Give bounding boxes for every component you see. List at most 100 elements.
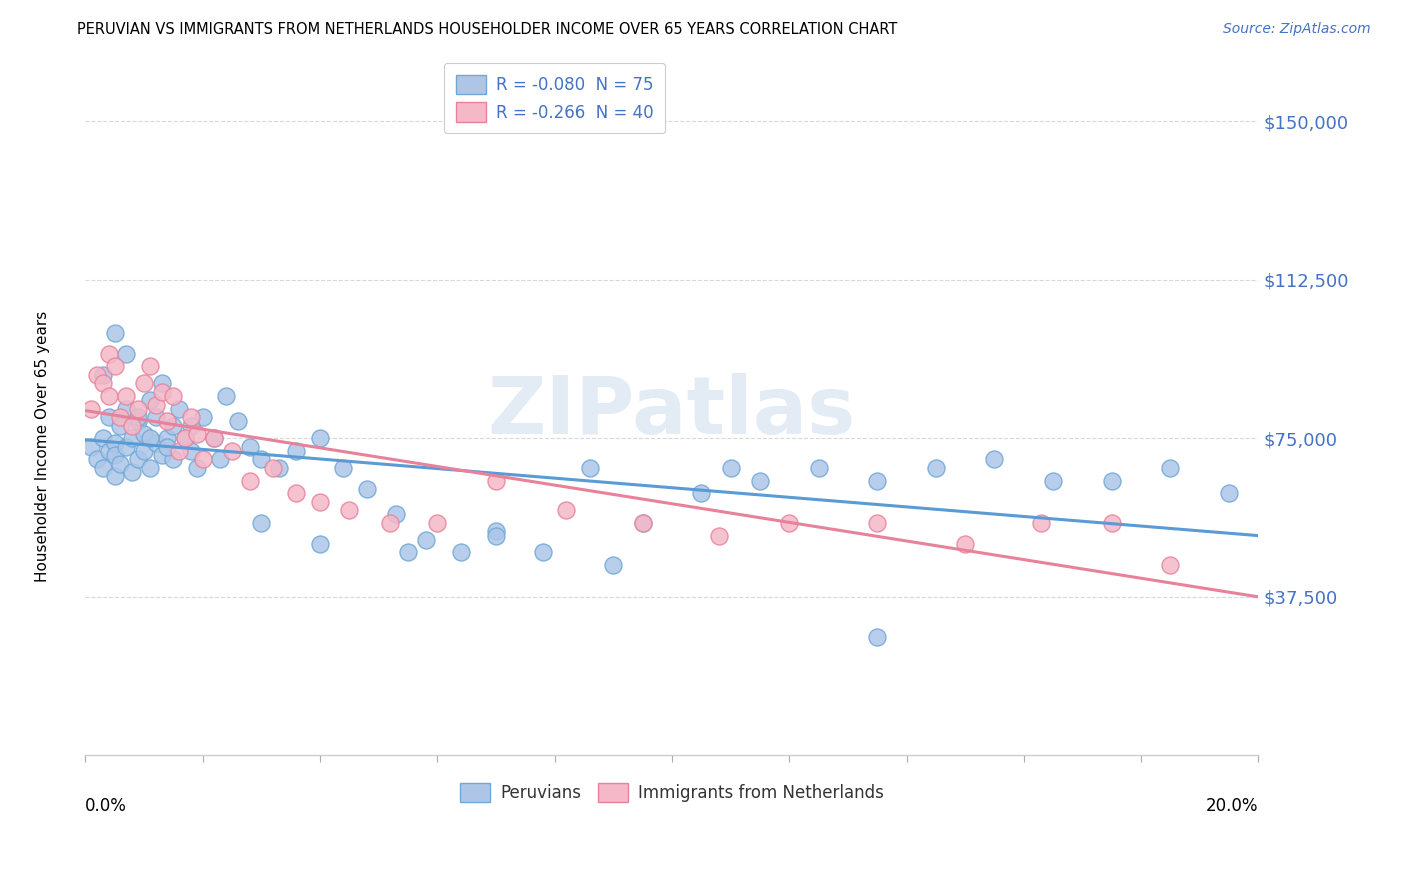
Point: [127, 401, 149, 416]
Point: [104, 326, 127, 340]
Point: [139, 431, 162, 445]
Point: [180, 410, 202, 425]
Point: [150, 384, 173, 399]
Point: [953, 537, 976, 551]
Point: [555, 503, 578, 517]
Point: [91, 376, 114, 391]
Text: PERUVIAN VS IMMIGRANTS FROM NETHERLANDS HOUSEHOLDER INCOME OVER 65 YEARS CORRELA: PERUVIAN VS IMMIGRANTS FROM NETHERLANDS …: [77, 22, 897, 37]
Point: [80, 440, 103, 454]
Point: [485, 524, 508, 539]
Point: [97, 389, 120, 403]
Point: [132, 427, 155, 442]
Point: [139, 393, 162, 408]
Point: [202, 431, 225, 445]
Point: [332, 461, 354, 475]
Point: [602, 558, 624, 573]
Point: [97, 347, 120, 361]
Point: [631, 516, 654, 530]
Point: [778, 516, 800, 530]
Point: [485, 528, 508, 542]
Point: [226, 414, 249, 428]
Point: [167, 444, 190, 458]
Point: [110, 457, 132, 471]
Point: [104, 448, 127, 462]
Point: [380, 516, 402, 530]
Point: [132, 444, 155, 458]
Point: [150, 376, 173, 391]
Point: [180, 444, 202, 458]
Point: [145, 410, 167, 425]
Point: [1159, 558, 1181, 573]
Point: [1101, 474, 1123, 488]
Point: [104, 469, 127, 483]
Point: [396, 545, 419, 559]
Point: [720, 461, 742, 475]
Point: [156, 440, 179, 454]
Point: [110, 418, 132, 433]
Point: [139, 359, 162, 374]
Point: [115, 440, 138, 454]
Point: [97, 410, 120, 425]
Point: [285, 444, 308, 458]
Point: [127, 452, 149, 467]
Point: [91, 431, 114, 445]
Text: ZIPatlas: ZIPatlas: [488, 373, 856, 451]
Point: [1218, 486, 1240, 500]
Point: [337, 503, 360, 517]
Point: [415, 533, 437, 547]
Point: [139, 461, 162, 475]
Point: [145, 435, 167, 450]
Point: [250, 516, 273, 530]
Point: [115, 389, 138, 403]
Point: [238, 474, 260, 488]
Point: [1031, 516, 1053, 530]
Point: [180, 418, 202, 433]
Point: [267, 461, 290, 475]
Point: [202, 431, 225, 445]
Point: [1042, 474, 1064, 488]
Point: [162, 418, 184, 433]
Point: [215, 389, 238, 403]
Point: [578, 461, 600, 475]
Point: [983, 452, 1005, 467]
Point: [191, 410, 214, 425]
Point: [866, 630, 889, 644]
Point: [309, 537, 332, 551]
Point: [121, 465, 143, 479]
Point: [186, 427, 208, 442]
Point: [385, 508, 408, 522]
Point: [132, 376, 155, 391]
Point: [91, 368, 114, 382]
Text: Source: ZipAtlas.com: Source: ZipAtlas.com: [1223, 22, 1371, 37]
Text: Householder Income Over 65 years: Householder Income Over 65 years: [35, 310, 49, 582]
Legend: Peruvians, Immigrants from Netherlands: Peruvians, Immigrants from Netherlands: [454, 776, 890, 809]
Point: [156, 414, 179, 428]
Point: [531, 545, 554, 559]
Point: [80, 401, 103, 416]
Text: 0.0%: 0.0%: [86, 797, 127, 814]
Point: [91, 461, 114, 475]
Point: [250, 452, 273, 467]
Point: [186, 461, 208, 475]
Point: [866, 474, 889, 488]
Point: [156, 431, 179, 445]
Point: [285, 486, 308, 500]
Point: [150, 448, 173, 462]
Point: [221, 444, 243, 458]
Point: [1101, 516, 1123, 530]
Point: [115, 401, 138, 416]
Point: [356, 482, 378, 496]
Point: [485, 474, 508, 488]
Point: [162, 452, 184, 467]
Point: [748, 474, 770, 488]
Text: 20.0%: 20.0%: [1206, 797, 1258, 814]
Point: [209, 452, 232, 467]
Point: [86, 368, 108, 382]
Point: [121, 418, 143, 433]
Point: [115, 347, 138, 361]
Point: [104, 359, 127, 374]
Point: [162, 389, 184, 403]
Point: [191, 452, 214, 467]
Point: [145, 398, 167, 412]
Point: [1159, 461, 1181, 475]
